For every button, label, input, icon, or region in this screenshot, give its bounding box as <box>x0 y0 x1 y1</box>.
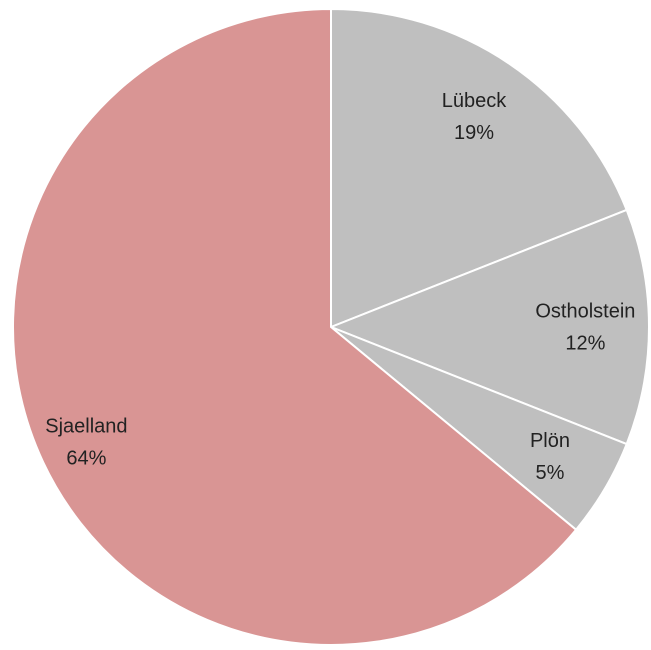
slice-label: Sjaelland <box>45 415 127 437</box>
slice-value-label: 12% <box>565 332 605 354</box>
pie-slice <box>328 208 650 446</box>
slice-value-label: 5% <box>536 462 565 484</box>
slice-value-label: 64% <box>66 447 106 469</box>
slice-label: Ostholstein <box>535 300 635 322</box>
pie-slice <box>330 7 628 329</box>
slice-label: Plön <box>530 430 570 452</box>
slice-label: Lübeck <box>442 90 507 112</box>
slice-value-label: 19% <box>454 122 494 144</box>
pie-slice <box>12 7 578 646</box>
